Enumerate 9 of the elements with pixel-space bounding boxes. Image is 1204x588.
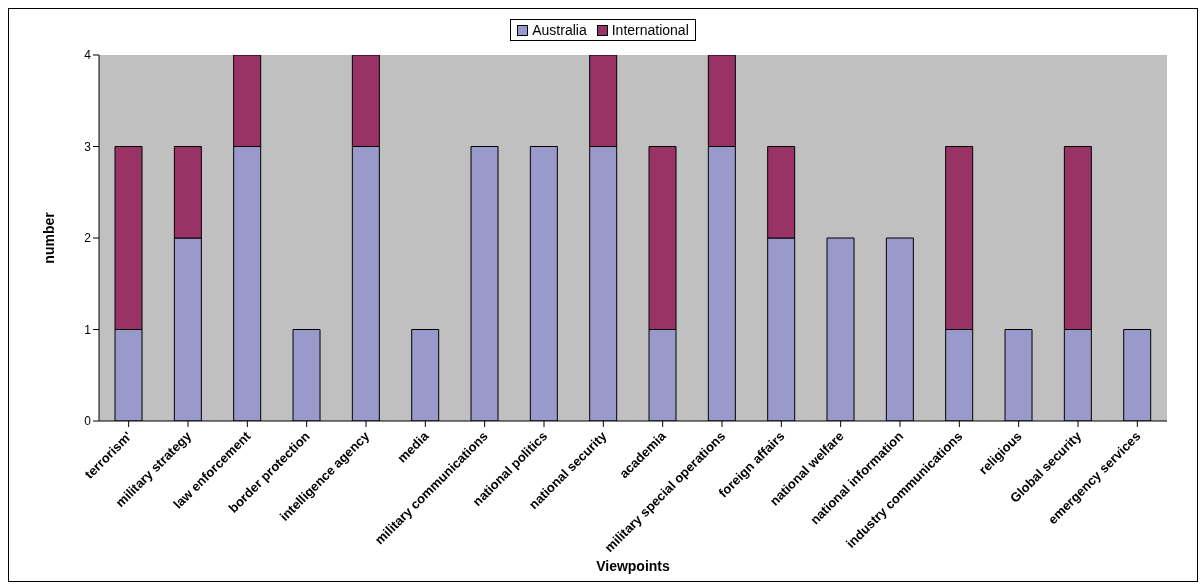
legend-label: International xyxy=(610,22,689,38)
legend-label: Australia xyxy=(531,22,587,38)
y-tick-label: 0 xyxy=(84,414,92,429)
y-tick-label: 1 xyxy=(84,322,92,337)
x-axis-title: Viewpoints xyxy=(596,558,671,574)
y-tick-label: 4 xyxy=(84,48,92,63)
y-tick-label: 3 xyxy=(84,139,92,154)
y-tick-label: 2 xyxy=(84,231,92,246)
y-axis-title: number xyxy=(40,211,57,264)
